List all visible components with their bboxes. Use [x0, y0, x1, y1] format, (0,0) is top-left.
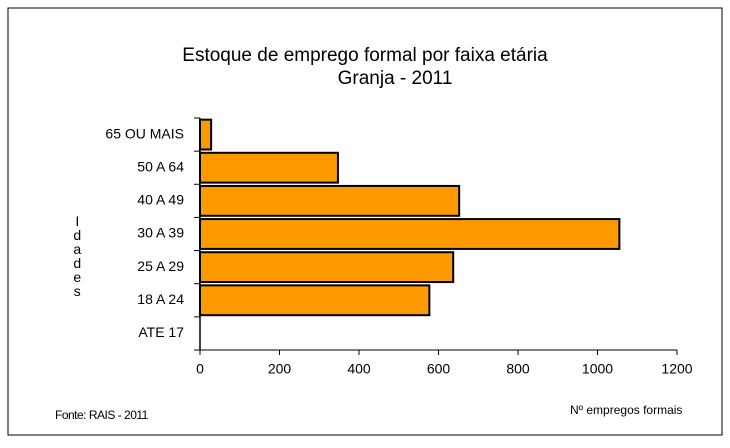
y-axis-label: Idades: [69, 213, 85, 297]
bar: [199, 184, 461, 217]
y-tick-label: 25 A 29: [137, 258, 184, 274]
x-tick-label: 800: [506, 361, 530, 377]
x-tick-label: 0: [196, 361, 204, 377]
y-tick-label: 18 A 24: [137, 291, 184, 307]
source-note: Fonte: RAIS - 2011: [55, 408, 149, 422]
y-tick-label: ATE 17: [138, 324, 184, 340]
x-tick-label: 200: [268, 361, 292, 377]
y-tick-label: 65 OU MAIS: [105, 125, 184, 141]
y-tick-label: 50 A 64: [137, 158, 184, 174]
bar: [199, 284, 431, 317]
bar: [199, 151, 339, 184]
x-tick-label: 400: [347, 361, 371, 377]
bar: [199, 218, 621, 250]
chart-subtitle: Granja - 2011: [338, 68, 453, 89]
bar: [199, 118, 213, 151]
x-tick-label: 1000: [582, 361, 613, 377]
x-tick-label: 1200: [661, 361, 692, 377]
chart-title: Estoque de emprego formal por faixa etár…: [182, 45, 548, 66]
x-tick-label: 600: [427, 361, 451, 377]
y-tick-label: 30 A 39: [137, 225, 184, 241]
x-axis-label: Nº empregos formais: [570, 403, 682, 417]
y-tick-label: 40 A 49: [137, 192, 184, 208]
bar: [199, 251, 455, 284]
